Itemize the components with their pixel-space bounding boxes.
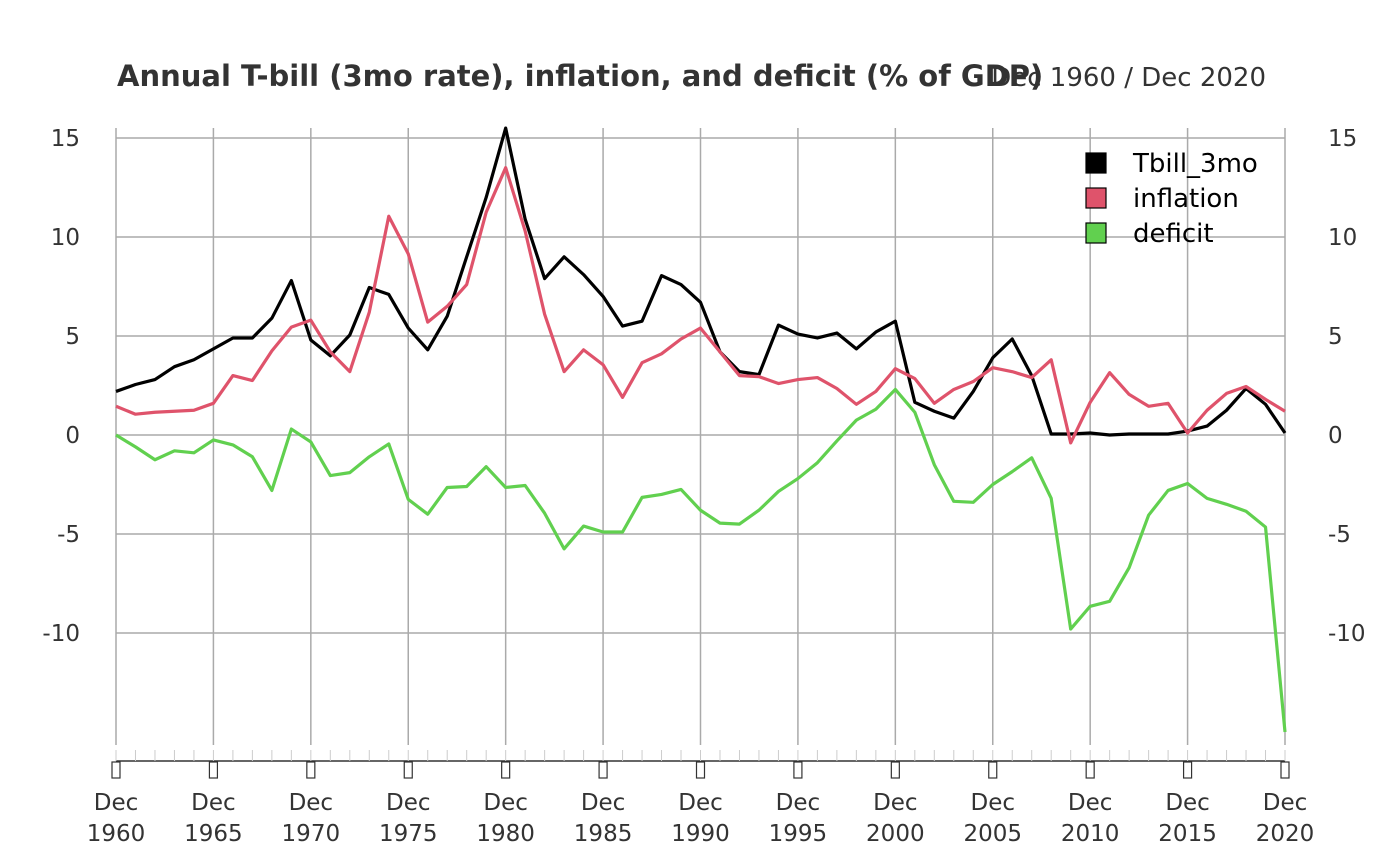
- x-tick-label-year: 1990: [671, 821, 730, 847]
- series-lines: [115, 126, 1287, 733]
- x-tick-label-year: 1980: [476, 821, 535, 847]
- x-major-tick-marker: [598, 761, 608, 779]
- x-tick-label-month: Dec: [289, 790, 334, 816]
- x-tick-label-month: Dec: [970, 790, 1015, 816]
- x-major-tick-marker: [403, 761, 413, 779]
- x-tick-label-month: Dec: [386, 790, 431, 816]
- x-tick-label-year: 2015: [1158, 821, 1217, 847]
- x-tick-label-year: 2000: [866, 821, 925, 847]
- x-major-tick-marker: [1280, 761, 1290, 779]
- x-major-tick-marker: [1182, 761, 1193, 779]
- x-tick-label-month: Dec: [191, 790, 236, 816]
- x-major-tick-marker: [695, 761, 706, 779]
- chart-title: Annual T-bill (3mo rate), inflation, and…: [117, 59, 1043, 93]
- axes: 15 15 10 10 5 5 0 0 -5 -5 -10 -10 Dec 1960 Dec 1965 Dec 1…: [42, 126, 1365, 847]
- x-tick-label-year: 1985: [574, 821, 633, 847]
- x-tick-label-year: 1965: [184, 821, 243, 847]
- y-tick-label-right: 15: [1328, 126, 1357, 152]
- legend-swatch-deficit: [1085, 222, 1107, 244]
- x-tick-label-month: Dec: [94, 790, 139, 816]
- legend-swatch-tbill-3mo: [1085, 152, 1107, 174]
- y-tick-label-right: -10: [1328, 621, 1366, 647]
- y-tick-label-left: 10: [51, 225, 80, 251]
- legend-label-tbill-3mo: Tbill_3mo: [1132, 149, 1258, 179]
- y-tick-label-left: -10: [42, 621, 80, 647]
- y-tick-label-right: 5: [1328, 324, 1343, 350]
- date-range-label: Dec 1960 / Dec 2020: [991, 63, 1266, 93]
- y-tick-label-right: 0: [1328, 423, 1343, 449]
- legend-label-deficit: deficit: [1133, 219, 1214, 249]
- legend-swatch-inflation: [1085, 187, 1107, 209]
- x-tick-label-month: Dec: [581, 790, 626, 816]
- y-tick-label-right: -5: [1328, 522, 1351, 548]
- x-tick-label-year: 1960: [87, 821, 146, 847]
- x-tick-label-year: 1975: [379, 821, 438, 847]
- x-tick-label-year: 2010: [1061, 821, 1120, 847]
- x-tick-label-month: Dec: [1068, 790, 1113, 816]
- y-tick-label-right: 10: [1328, 225, 1357, 251]
- x-tick-label-year: 2020: [1256, 821, 1315, 847]
- y-tick-label-left: 0: [65, 423, 80, 449]
- x-tick-label-year: 2005: [963, 821, 1022, 847]
- x-major-tick-marker: [306, 761, 316, 779]
- x-major-tick-marker: [890, 761, 900, 779]
- x-major-tick-marker: [988, 761, 998, 779]
- x-tick-label-month: Dec: [1165, 790, 1210, 816]
- grid: [115, 128, 1286, 745]
- y-tick-label-left: -5: [57, 522, 80, 548]
- y-tick-label-left: 5: [65, 324, 80, 350]
- x-tick-label-month: Dec: [483, 790, 528, 816]
- x-tick-label-month: Dec: [678, 790, 723, 816]
- x-major-tick-marker: [1085, 761, 1095, 779]
- x-major-tick-marker: [208, 761, 219, 779]
- x-tick-label-month: Dec: [873, 790, 918, 816]
- x-tick-label-year: 1995: [769, 821, 828, 847]
- legend: Tbill_3mo inflation deficit: [1085, 149, 1258, 249]
- series-line-inflation: [115, 166, 1286, 445]
- x-tick-label-month: Dec: [776, 790, 821, 816]
- x-tick-label-year: 1970: [282, 821, 341, 847]
- y-tick-label-left: 15: [51, 126, 80, 152]
- x-tick-label-month: Dec: [1263, 790, 1308, 816]
- x-major-tick-marker: [793, 761, 803, 779]
- series-line-deficit: [115, 387, 1287, 733]
- legend-label-inflation: inflation: [1133, 184, 1239, 214]
- x-major-tick-marker: [111, 761, 121, 779]
- x-major-tick-marker: [501, 761, 511, 779]
- series-line-tbill-3mo: [115, 126, 1287, 437]
